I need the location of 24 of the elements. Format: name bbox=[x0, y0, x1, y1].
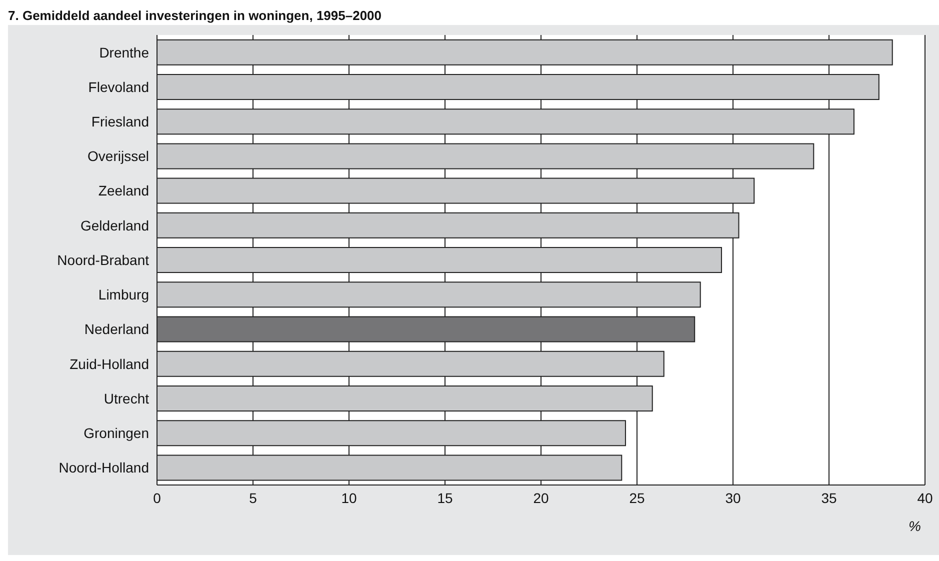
y-tick-label: Limburg bbox=[98, 286, 149, 303]
x-tick-label: 25 bbox=[629, 490, 645, 506]
chart-title: 7. Gemiddeld aandeel investeringen in woningen, 1995–2000 bbox=[8, 8, 939, 25]
x-axis-title: % bbox=[908, 518, 921, 534]
y-tick-label: Noord-Holland bbox=[58, 460, 149, 476]
x-tick-label: 5 bbox=[249, 490, 258, 506]
y-tick-label: Gelderland bbox=[80, 217, 149, 234]
y-tick-label: Flevoland bbox=[88, 78, 149, 95]
y-tick-label: Zeeland bbox=[98, 182, 149, 199]
y-tick-label: Friesland bbox=[91, 114, 149, 130]
x-tick-label: 30 bbox=[725, 490, 741, 506]
y-tick-label: Nederland bbox=[84, 321, 149, 338]
x-tick-label: 40 bbox=[917, 490, 933, 506]
x-tick-label: 10 bbox=[341, 490, 357, 506]
y-tick-label: Overijssel bbox=[88, 148, 149, 164]
y-tick-label: Utrecht bbox=[104, 390, 150, 406]
x-tick-label: 0 bbox=[153, 490, 162, 506]
y-tick-label: Noord-Brabant bbox=[57, 252, 150, 268]
x-tick-label: 35 bbox=[821, 490, 837, 506]
y-tick-label: Drenthe bbox=[99, 44, 150, 60]
x-tick-label: 20 bbox=[533, 490, 549, 506]
y-tick-label: Groningen bbox=[84, 425, 149, 442]
x-tick-label: 15 bbox=[437, 490, 453, 506]
y-tick-label: Zuid-Holland bbox=[70, 356, 149, 372]
